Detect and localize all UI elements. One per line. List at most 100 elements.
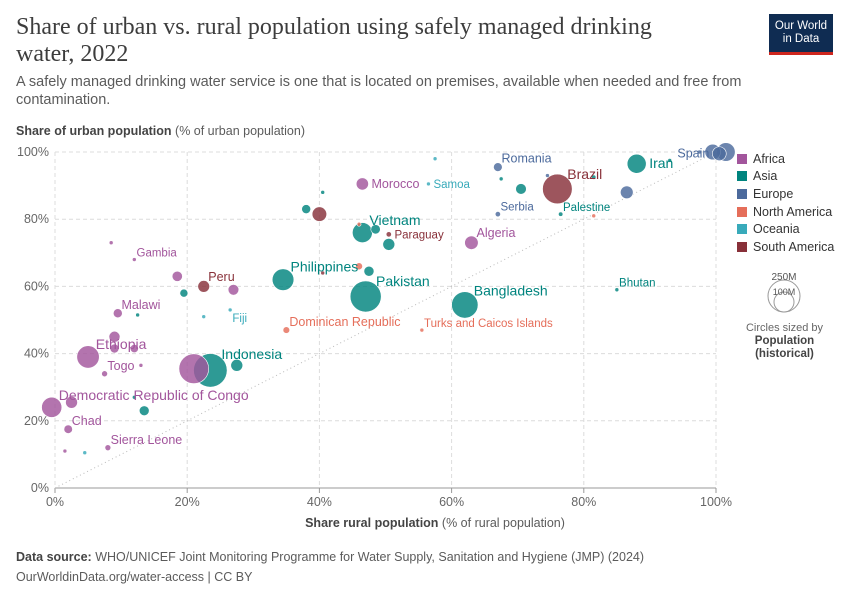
data-point[interactable] (498, 176, 504, 182)
data-point[interactable] (355, 262, 363, 271)
size-legend: 250M 100M Circles sized by Population (h… (737, 265, 832, 361)
data-point[interactable] (311, 206, 327, 222)
point-label: Bangladesh (474, 283, 548, 299)
data-point[interactable] (282, 326, 291, 334)
y-axis-title-unit: (% of urban population) (171, 124, 305, 138)
legend-swatch (737, 171, 747, 182)
data-point[interactable] (464, 235, 479, 250)
data-point[interactable] (132, 257, 137, 262)
legend-label: Asia (753, 169, 778, 184)
data-point[interactable] (349, 280, 382, 313)
data-point[interactable] (135, 312, 140, 318)
data-point[interactable] (65, 396, 78, 409)
legend-swatch (737, 188, 747, 199)
data-point[interactable] (493, 162, 503, 172)
url-line[interactable]: OurWorldinData.org/water-access | CC BY (16, 570, 253, 584)
data-point[interactable] (82, 450, 88, 456)
legend-label: Oceania (753, 222, 800, 237)
data-point[interactable] (620, 185, 634, 200)
data-point[interactable] (227, 284, 240, 296)
data-point[interactable] (382, 238, 396, 251)
data-point[interactable] (230, 359, 244, 372)
point-label: Paraguay (394, 229, 443, 241)
data-point[interactable] (179, 288, 189, 298)
point-label: Serbia (500, 202, 534, 214)
size-legend-circles: 250M 100M (767, 272, 801, 313)
data-point[interactable] (545, 173, 550, 178)
data-point[interactable] (138, 363, 144, 368)
data-point[interactable] (667, 158, 673, 163)
chart-subtitle: A safely managed drinking water service … (16, 74, 742, 108)
data-point[interactable] (370, 224, 381, 235)
point-label: Palestine (563, 202, 610, 214)
data-point[interactable] (363, 265, 375, 277)
data-point[interactable] (108, 330, 121, 343)
data-point[interactable] (320, 270, 326, 276)
data-point[interactable] (108, 240, 114, 246)
legend-item[interactable]: Europe (737, 185, 834, 203)
x-tick-label: 40% (307, 495, 332, 509)
owid-logo[interactable]: Our World in Data (769, 14, 833, 55)
y-tick-label: 0% (31, 481, 49, 495)
data-point[interactable] (227, 307, 233, 313)
data-point[interactable] (385, 231, 392, 238)
data-point[interactable] (419, 327, 425, 333)
data-point[interactable] (542, 173, 573, 205)
data-point[interactable] (171, 270, 183, 282)
y-tick-label: 80% (24, 212, 49, 226)
legend-item[interactable]: Africa (737, 150, 834, 168)
data-point[interactable] (494, 211, 501, 218)
data-point[interactable] (112, 308, 123, 319)
data-point[interactable] (271, 268, 295, 291)
data-point[interactable] (558, 211, 564, 217)
data-point[interactable] (426, 181, 431, 187)
data-point[interactable] (320, 190, 326, 195)
legend-item[interactable]: Oceania (737, 220, 834, 238)
legend-item[interactable]: Asia (737, 168, 834, 186)
data-point[interactable] (129, 344, 139, 354)
data-point[interactable] (63, 424, 73, 434)
data-point[interactable] (432, 156, 438, 162)
data-point[interactable] (101, 370, 108, 378)
y-tick-label: 20% (24, 414, 49, 428)
data-point[interactable] (62, 448, 68, 454)
point-label: Brazil (567, 166, 602, 182)
legend-item[interactable]: South America (737, 238, 834, 256)
data-point[interactable] (591, 174, 597, 180)
legend-swatch (737, 153, 747, 164)
data-point[interactable] (301, 204, 312, 214)
data-point[interactable] (591, 213, 597, 219)
legend-item[interactable]: North America (737, 203, 834, 221)
point-label: Bhutan (619, 278, 655, 290)
logo-line-1: Our World (774, 20, 828, 32)
data-point[interactable] (104, 444, 112, 451)
size-label-large: 250M (771, 272, 796, 283)
size-label-small: 100M (773, 287, 796, 297)
point-label: Algeria (477, 226, 516, 240)
data-point[interactable] (76, 345, 100, 369)
data-point[interactable] (356, 221, 362, 227)
point-label: Romania (502, 152, 552, 166)
data-point[interactable] (178, 353, 209, 384)
y-axis-title: Share of urban population (% of urban po… (16, 124, 305, 138)
data-point[interactable] (697, 149, 702, 155)
data-point[interactable] (451, 291, 479, 319)
data-point[interactable] (515, 183, 527, 195)
point-label: Democratic Republic of Congo (59, 387, 249, 403)
size-circle-small (773, 291, 795, 313)
point-label: Spain (677, 147, 709, 161)
data-point[interactable] (197, 280, 210, 293)
data-point[interactable] (614, 287, 620, 293)
data-point[interactable] (201, 314, 207, 319)
data-point[interactable] (355, 177, 369, 191)
y-tick-label: 60% (24, 279, 49, 293)
data-point[interactable] (138, 405, 150, 416)
data-point[interactable] (626, 153, 647, 174)
data-point[interactable] (132, 394, 137, 400)
data-point[interactable] (109, 343, 120, 354)
data-point[interactable] (712, 146, 727, 161)
legend-swatch (737, 206, 747, 217)
y-tick-label: 40% (24, 347, 49, 361)
data-point[interactable] (41, 396, 63, 418)
